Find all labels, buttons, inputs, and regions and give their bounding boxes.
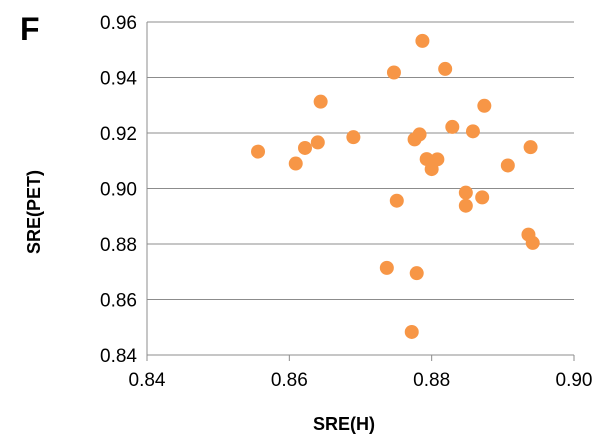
x-tick-label: 0.90: [556, 370, 593, 391]
scatter-point: [459, 186, 473, 200]
y-tick-label: 0.96: [100, 13, 137, 34]
y-tick-label: 0.88: [100, 235, 137, 256]
axes: [147, 22, 574, 361]
scatter-point: [475, 190, 489, 204]
y-tick-label: 0.86: [100, 291, 137, 312]
x-tick-label: 0.88: [413, 370, 450, 391]
y-axis-label: SRE(PET): [24, 170, 44, 254]
scatter-point: [298, 141, 312, 155]
scatter-point: [390, 194, 404, 208]
y-tick-label: 0.84: [100, 346, 137, 367]
scatter-point: [466, 124, 480, 138]
y-tick-label: 0.90: [100, 180, 137, 201]
data-points: [251, 34, 540, 339]
x-axis-label: SRE(H): [313, 414, 375, 434]
scatter-point: [477, 99, 491, 113]
scatter-point: [387, 66, 401, 80]
scatter-point: [430, 152, 444, 166]
scatter-point: [524, 140, 538, 154]
scatter-point: [289, 157, 303, 171]
scatter-point: [346, 130, 360, 144]
x-tick-label: 0.84: [129, 370, 166, 391]
scatter-point: [501, 158, 515, 172]
scatter-point: [526, 236, 540, 250]
scatter-point: [415, 34, 429, 48]
x-tick-label: 0.86: [271, 370, 308, 391]
panel-label: F: [20, 11, 40, 47]
scatter-point: [311, 135, 325, 149]
y-tick-label: 0.94: [100, 69, 137, 90]
tick-labels: 0.84 0.86 0.88 0.90 0.92 0.94 0.96 0.84 0.86 0.88…: [100, 13, 592, 391]
scatter-point: [438, 62, 452, 76]
scatter-point: [459, 199, 473, 213]
scatter-point: [405, 325, 419, 339]
scatter-point: [445, 120, 459, 134]
scatter-point: [413, 127, 427, 141]
y-tick-label: 0.92: [100, 124, 137, 145]
scatter-point: [251, 145, 265, 159]
scatter-point: [314, 95, 328, 109]
scatter-point: [380, 261, 394, 275]
scatter-point: [410, 266, 424, 280]
